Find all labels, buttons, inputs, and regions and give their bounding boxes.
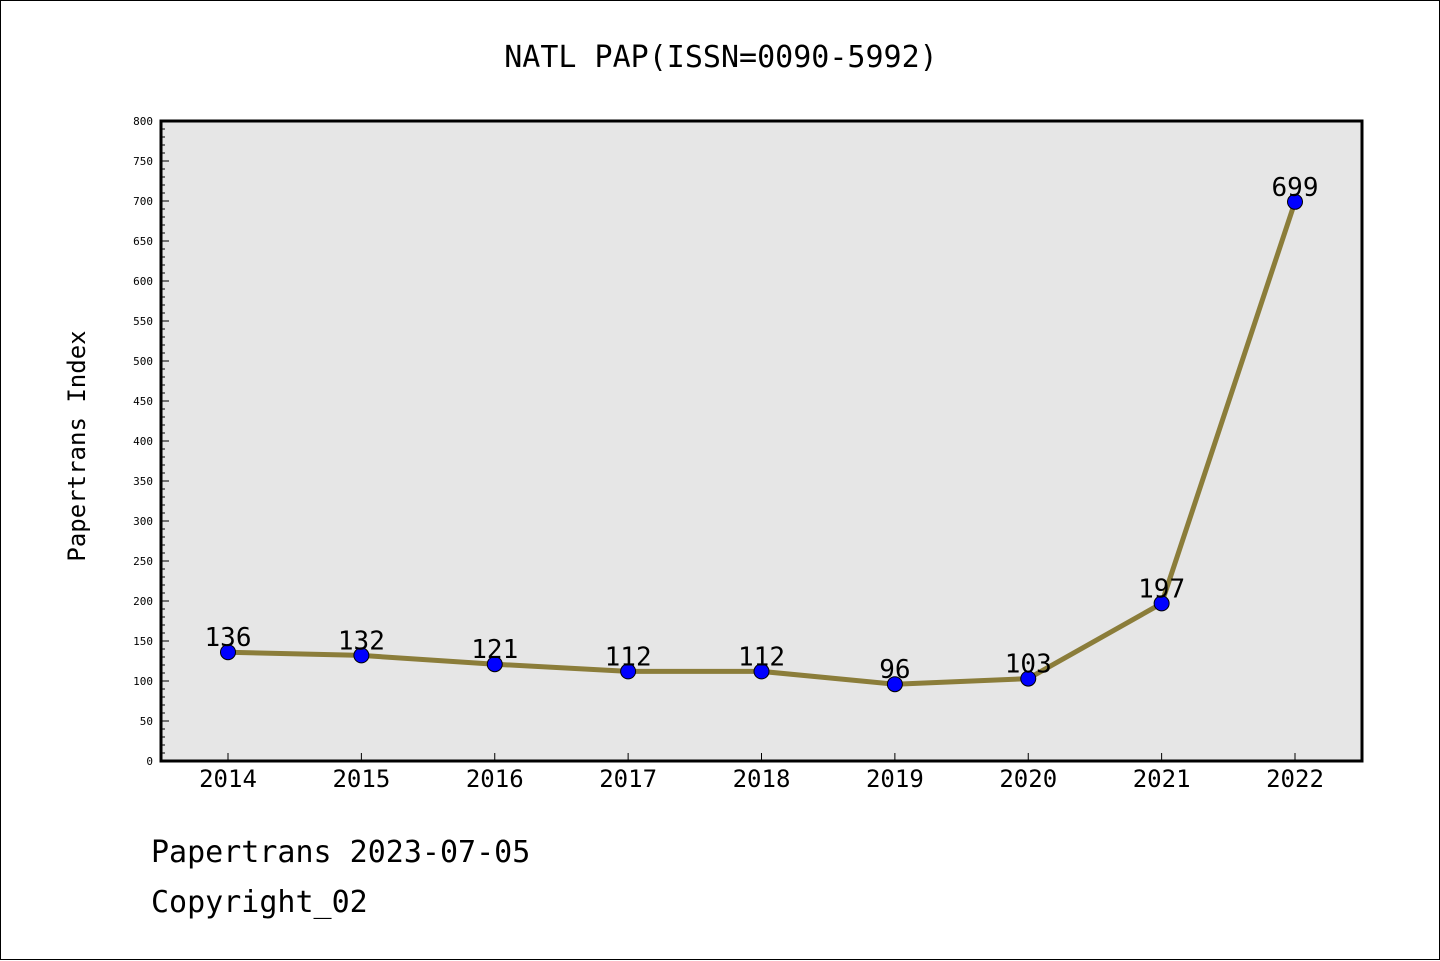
data-label: 96 [879,655,910,685]
data-label: 197 [1138,574,1185,604]
x-tick-label: 2017 [599,765,657,793]
data-point [1287,193,1303,210]
x-tick-label: 2022 [1266,765,1324,793]
x-tick-label: 2015 [332,765,390,793]
data-label: 112 [738,642,785,672]
data-label: 121 [471,635,518,665]
y-tick-label: 50 [140,715,153,728]
data-point [353,647,370,664]
y-tick-label: 600 [133,275,153,288]
x-tick-label: 2021 [1133,765,1191,793]
y-tick-label: 350 [133,475,153,488]
y-tick-label: 300 [133,515,153,528]
footer-date: Papertrans 2023-07-05 [151,835,531,870]
y-tick-label: 700 [133,195,153,208]
data-point [486,656,503,673]
y-tick-label: 800 [133,115,153,128]
y-axis-ticks: 0 50 100 150 200 250 300 350 400 450 500 550 600 650 7… [133,115,169,768]
x-axis-ticks: 2014 2015 2016 2017 2018 2019 2020 2021 2022 [199,753,1324,793]
footer-copyright: Copyright_02 [151,885,368,920]
y-tick-label: 200 [133,595,153,608]
y-tick-label: 150 [133,635,153,648]
data-point [620,663,637,680]
data-point [1020,670,1037,687]
data-label: 112 [605,642,652,672]
x-tick-label: 2014 [199,765,257,793]
data-point [886,676,903,693]
y-tick-label: 450 [133,395,153,408]
data-point [753,663,770,680]
data-label: 699 [1272,173,1319,203]
y-tick-label: 0 [146,755,153,768]
x-tick-label: 2019 [866,765,924,793]
data-label: 136 [205,623,252,653]
x-tick-label: 2018 [733,765,791,793]
chart-title: NATL PAP(ISSN=0090-5992) [504,40,937,75]
data-label: 132 [338,626,385,656]
y-tick-label: 750 [133,155,153,168]
x-tick-label: 2020 [999,765,1057,793]
data-label: 103 [1005,650,1052,680]
y-tick-label: 100 [133,675,153,688]
y-tick-label: 500 [133,355,153,368]
y-tick-label: 550 [133,315,153,328]
data-points [220,193,1303,693]
data-point [220,644,236,661]
y-tick-label: 250 [133,555,153,568]
data-labels: 136 132 121 112 112 96 103 197 699 [205,173,1319,685]
y-axis-label: Papertrans Index [63,330,91,561]
y-tick-label: 650 [133,235,153,248]
data-point [1153,595,1170,612]
y-tick-label: 400 [133,435,153,448]
x-tick-label: 2016 [466,765,524,793]
